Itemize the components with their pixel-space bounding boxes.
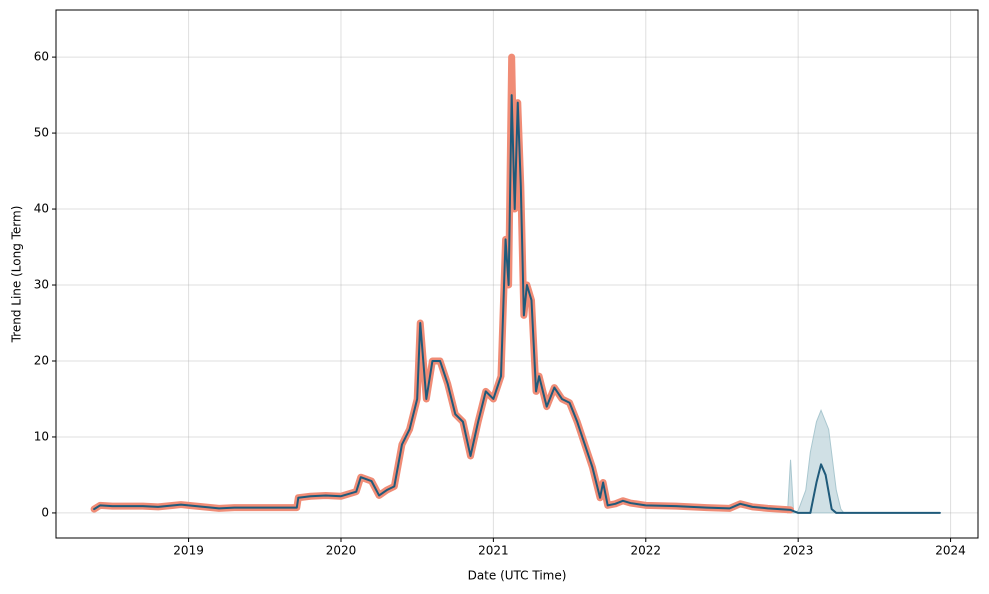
y-tick-label: 20: [34, 353, 49, 367]
trend-line: [90, 53, 795, 514]
y-tick-label: 50: [34, 126, 49, 140]
x-tick-label: 2020: [326, 544, 357, 558]
x-axis-label: Date (UTC Time): [468, 569, 567, 583]
y-tick-label: 40: [34, 202, 49, 216]
y-axis-label: Trend Line (Long Term): [10, 206, 24, 344]
confidence-band: [786, 409, 845, 514]
x-tick-label: 2024: [935, 544, 966, 558]
x-tick-label: 2021: [478, 544, 509, 558]
plot-frame: [55, 9, 979, 539]
y-tick-label: 30: [34, 278, 49, 292]
x-tick-label: 2022: [631, 544, 662, 558]
y-tick-label: 0: [41, 505, 49, 519]
y-tick-label: 10: [34, 429, 49, 443]
y-tick-label: 60: [34, 50, 49, 64]
trend-line: [93, 94, 941, 514]
x-tick-label: 2019: [173, 544, 204, 558]
x-tick-label: 2023: [783, 544, 814, 558]
